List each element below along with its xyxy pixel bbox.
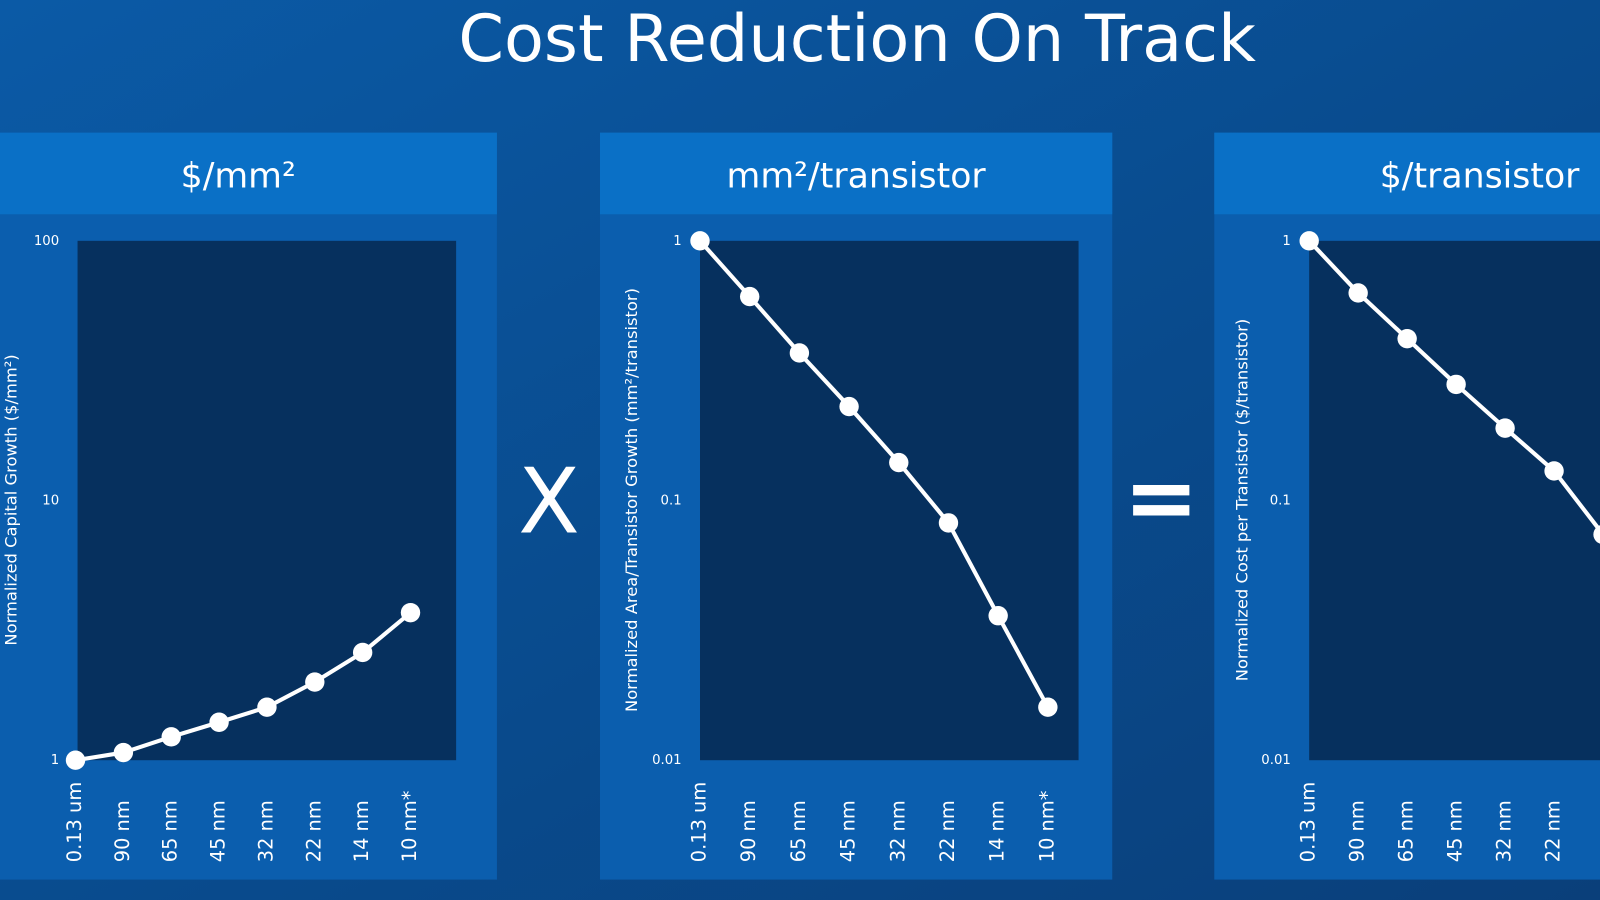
operator: X bbox=[518, 451, 580, 555]
x-tick-label: 22 nm bbox=[1542, 800, 1565, 862]
data-point bbox=[1348, 283, 1368, 303]
panel-header bbox=[1214, 132, 1600, 215]
x-tick-label: 65 nm bbox=[787, 800, 810, 862]
data-point bbox=[988, 606, 1008, 626]
x-tick-label: 22 nm bbox=[302, 800, 325, 862]
data-point bbox=[839, 396, 859, 417]
data-point bbox=[789, 343, 810, 363]
y-axis-title: Normalized Cost per Transistor ($/transi… bbox=[1232, 319, 1251, 681]
x-tick-label: 32 nm bbox=[886, 800, 909, 862]
y-tick-label: 10 bbox=[42, 494, 59, 509]
data-point bbox=[113, 742, 134, 763]
x-tick-label: 90 nm bbox=[111, 800, 134, 862]
y-axis-title: Normalized Capital Growth ($/mm²) bbox=[2, 354, 21, 645]
y-tick-label: 100 bbox=[34, 234, 59, 249]
y-tick-label: 0.1 bbox=[661, 494, 682, 509]
x-tick-label: 45 nm bbox=[207, 800, 230, 862]
plot-area bbox=[77, 240, 457, 761]
x-tick-label: 0.13 um bbox=[688, 782, 711, 862]
y-tick-label: 1 bbox=[51, 753, 59, 768]
x-tick-label: 45 nm bbox=[837, 800, 860, 862]
x-tick-label: 0.13 um bbox=[1297, 782, 1320, 862]
x-tick-label: 14 nm bbox=[986, 800, 1009, 862]
x-tick-label: 10 nm* bbox=[398, 790, 421, 862]
panel-title: mm²/transistor bbox=[727, 157, 987, 197]
data-point bbox=[305, 672, 325, 692]
x-tick-label: 65 nm bbox=[159, 800, 182, 862]
panel-header bbox=[600, 132, 1113, 215]
y-axis-title: Normalized Area/Transistor Growth (mm²/t… bbox=[622, 288, 641, 712]
x-tick-label: 45 nm bbox=[1444, 800, 1467, 862]
y-tick-label: 0.01 bbox=[1261, 753, 1291, 768]
data-point bbox=[938, 513, 959, 533]
data-point bbox=[1446, 374, 1466, 395]
data-point bbox=[740, 286, 760, 307]
data-point bbox=[889, 452, 909, 473]
data-point bbox=[400, 602, 421, 623]
data-point bbox=[209, 712, 229, 732]
x-tick-label: 14 nm bbox=[350, 800, 373, 862]
plot-area bbox=[700, 240, 1079, 761]
slide-title: Cost Reduction On Track bbox=[458, 1, 1256, 77]
y-tick-label: 0.01 bbox=[652, 753, 682, 768]
series-line bbox=[698, 239, 1050, 709]
plot-area bbox=[1309, 240, 1600, 761]
data-point bbox=[1593, 525, 1600, 544]
x-tick-label: 32 nm bbox=[254, 800, 277, 862]
data-point bbox=[1299, 231, 1319, 251]
x-tick-label: 0.13 um bbox=[63, 782, 86, 862]
y-tick-label: 0.1 bbox=[1270, 494, 1291, 509]
data-point bbox=[257, 697, 277, 717]
x-tick-label: 22 nm bbox=[936, 800, 959, 862]
y-tick-label: 1 bbox=[673, 234, 681, 249]
x-tick-label: 65 nm bbox=[1395, 800, 1418, 862]
data-point bbox=[1038, 697, 1058, 717]
panel-header bbox=[0, 132, 497, 215]
data-point bbox=[65, 750, 86, 770]
data-point bbox=[1397, 328, 1417, 349]
panel-title: $/transistor bbox=[1380, 157, 1580, 197]
x-tick-label: 90 nm bbox=[1346, 800, 1369, 862]
x-tick-label: 32 nm bbox=[1493, 800, 1516, 862]
data-point bbox=[690, 231, 710, 251]
y-tick-label: 1 bbox=[1282, 234, 1290, 249]
x-tick-label: 10 nm* bbox=[1035, 790, 1058, 862]
data-point bbox=[161, 727, 181, 747]
data-point bbox=[352, 642, 373, 663]
panel-title: $/mm² bbox=[181, 157, 296, 197]
operator: = bbox=[1124, 446, 1199, 550]
data-point bbox=[1544, 461, 1564, 481]
data-point bbox=[1495, 418, 1515, 438]
x-tick-label: 90 nm bbox=[737, 800, 760, 862]
